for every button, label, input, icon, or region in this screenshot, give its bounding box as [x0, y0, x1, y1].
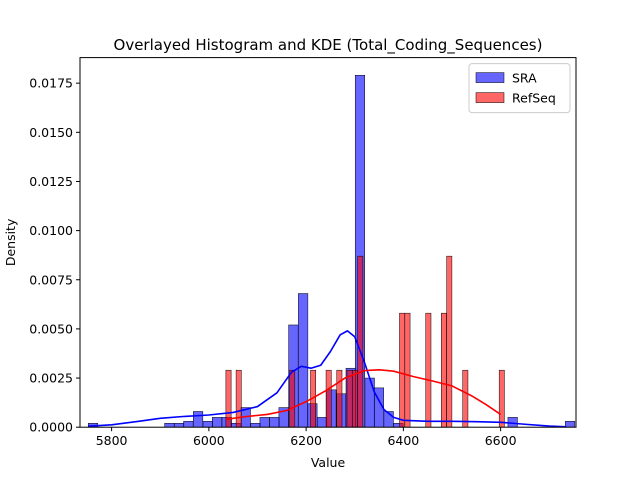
chart-title: Overlayed Histogram and KDE (Total_Codin… [114, 36, 543, 55]
sra-histogram-bar [298, 293, 309, 428]
sra-legend-swatch [475, 72, 505, 83]
sra-legend-label: SRA [512, 71, 537, 86]
refseq-kde-line [225, 368, 502, 421]
x-tick-label: 5800 [96, 433, 128, 448]
refseq-histogram-bar [425, 312, 432, 428]
refseq-histogram-bar [289, 369, 296, 428]
sra-histogram-bar [202, 421, 213, 428]
x-tick-label: 6200 [290, 433, 322, 448]
refseq-histogram-bar [346, 369, 353, 428]
refseq-histogram-bar [441, 312, 447, 428]
y-tick-label: 0.0000 [29, 420, 73, 435]
legend: SRA RefSeq [468, 63, 571, 114]
plot-area [88, 75, 576, 428]
sra-histogram-bar [317, 417, 328, 428]
sra-histogram-bar [250, 423, 261, 428]
refseq-histogram-bar [446, 255, 453, 428]
axes: 5800 6000 6200 6400 6600 0.0000 0.0025 0.0050 0.… [29, 76, 516, 449]
refseq-histogram-bar [357, 255, 364, 428]
sra-histogram-bar [193, 411, 204, 428]
refseq-histogram-bar [404, 312, 411, 428]
refseq-legend-swatch [475, 92, 505, 103]
x-tick-label: 6600 [485, 433, 517, 448]
sra-histogram-bar [164, 423, 175, 428]
y-tick-label: 0.0075 [29, 272, 73, 287]
refseq-legend-label: RefSeq [512, 91, 556, 106]
x-axis-label: Value [311, 455, 346, 470]
y-tick-label: 0.0025 [29, 371, 73, 386]
sra-histogram-bar [259, 417, 270, 428]
refseq-histogram-bar [336, 369, 343, 428]
sra-histogram-bar [364, 377, 375, 428]
sra-histogram-bar [174, 423, 185, 428]
refseq-histogram-bar [399, 312, 405, 428]
sra-histogram-bar [565, 421, 576, 428]
y-axis-label: Density [3, 218, 18, 266]
sra-histogram-bar [183, 421, 194, 428]
refseq-histogram-bar [325, 369, 332, 428]
refseq-histogram-bar [498, 369, 505, 428]
y-tick-label: 0.0150 [29, 125, 73, 140]
sra-histogram-bar [269, 417, 280, 428]
refseq-histogram-bar [462, 369, 469, 428]
refseq-histogram-bar [352, 369, 358, 428]
x-tick-label: 6400 [387, 433, 419, 448]
y-tick-label: 0.0050 [29, 321, 73, 336]
sra-histogram-bar [212, 417, 223, 428]
y-tick-label: 0.0125 [29, 174, 73, 189]
y-tick-label: 0.0100 [29, 223, 73, 238]
sra-kde-line [88, 330, 567, 428]
y-tick-label: 0.0175 [29, 76, 73, 91]
axes-frame [79, 57, 577, 428]
x-tick-label: 6000 [193, 433, 225, 448]
